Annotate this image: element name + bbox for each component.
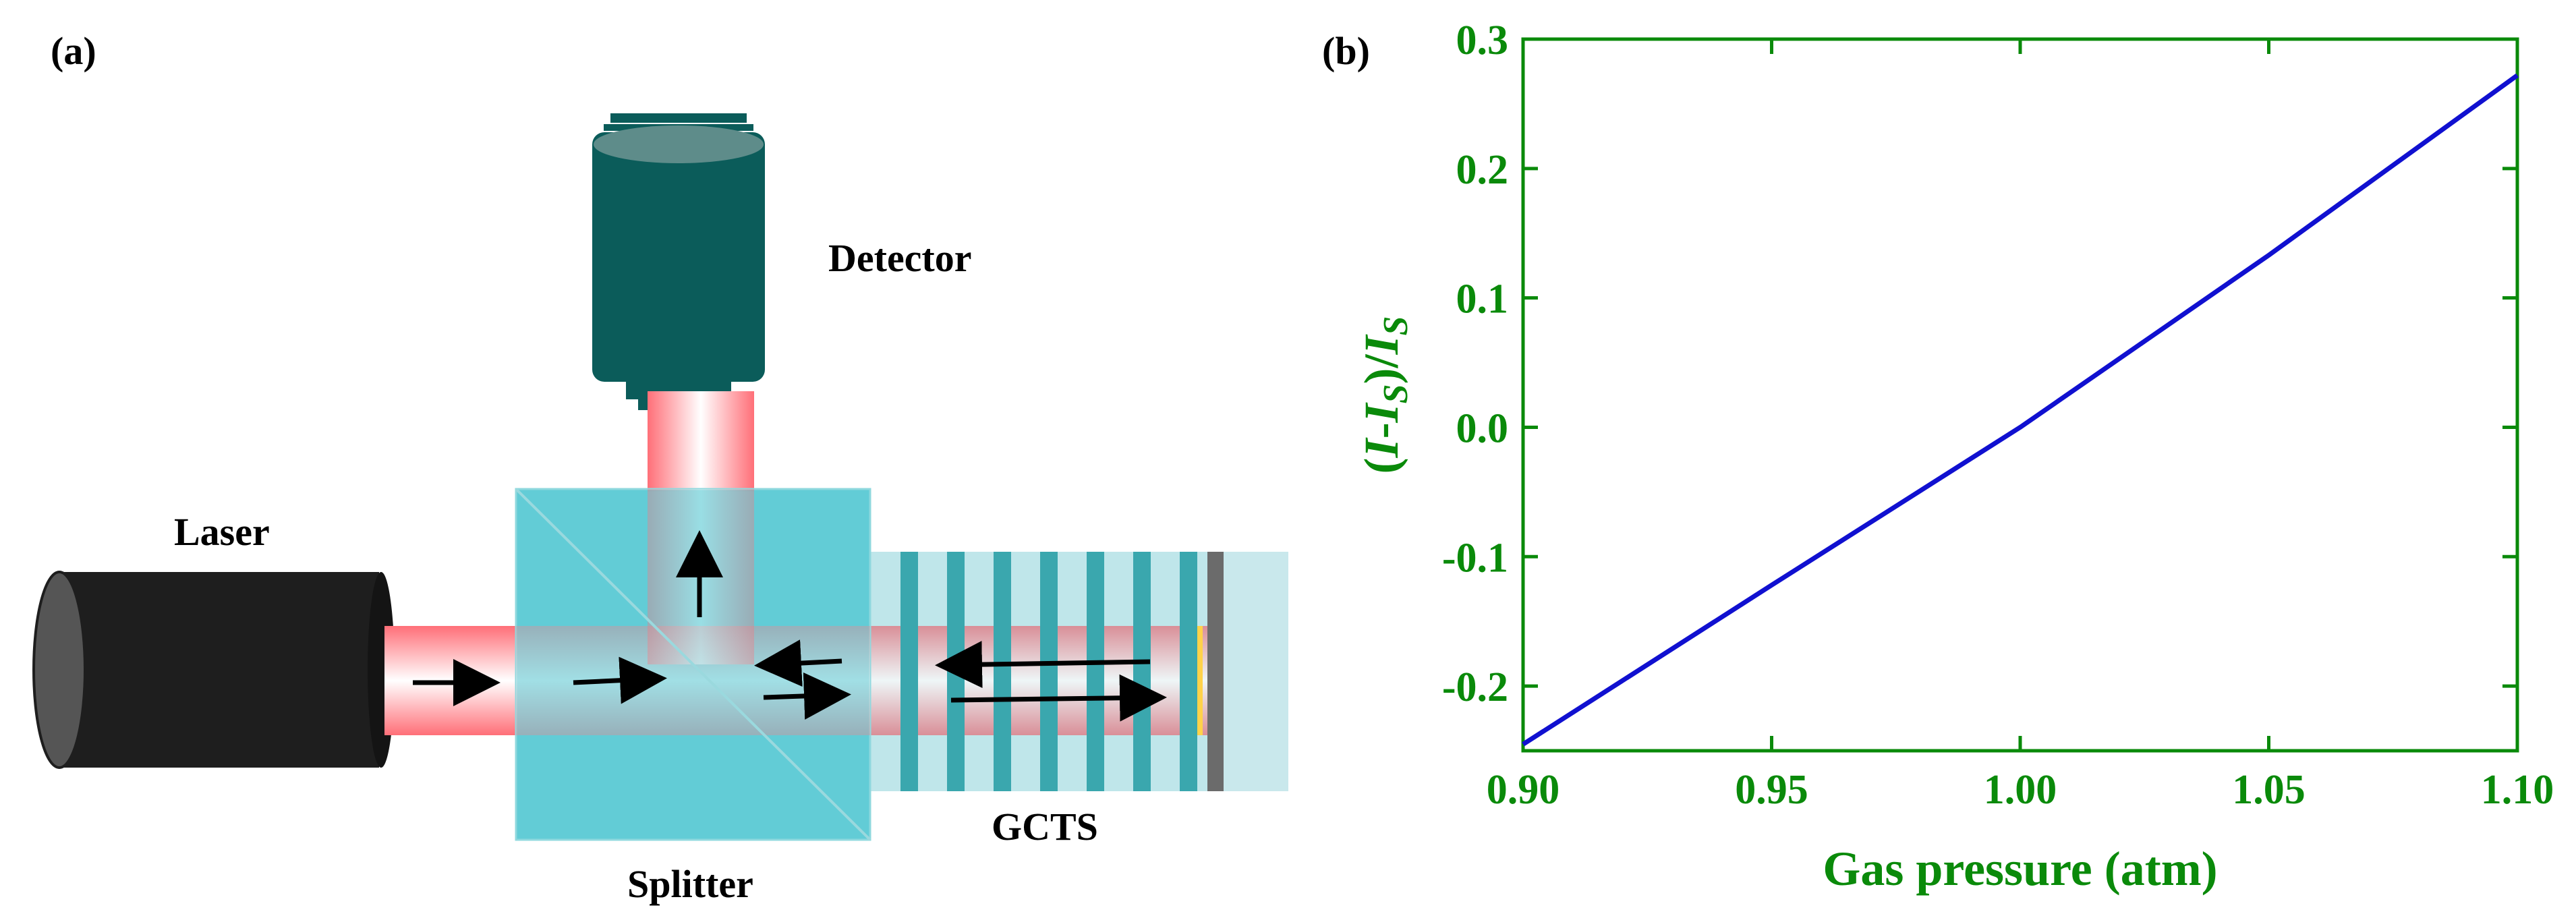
gcts-label: GCTS (992, 805, 1098, 849)
x-tick-label: 0.95 (1735, 767, 1808, 813)
gcts (870, 552, 1288, 791)
arrow-out-right (763, 672, 851, 720)
panel-a: (a) Laser Detector (32, 29, 1288, 906)
y-tick-label: 0.1 (1456, 277, 1509, 322)
gcts-grating-bar (900, 552, 918, 791)
y-axis-label-part: S (1377, 316, 1415, 336)
arrow-gcts-right (950, 674, 1167, 722)
gcts-end-cap (1224, 552, 1288, 791)
x-tick-label: 0.90 (1487, 767, 1560, 813)
detector (592, 113, 765, 410)
gcts-grating-bar (1040, 552, 1058, 791)
y-axis-label-part: I (1354, 334, 1408, 355)
arrow-return-left (754, 639, 842, 687)
y-axis-label-part: ( (1354, 457, 1408, 474)
y-tick-label: 0.2 (1456, 147, 1509, 193)
y-axis-label-part: S (1377, 384, 1415, 403)
gcts-hot-spot (1197, 626, 1203, 735)
detector-label: Detector (828, 236, 972, 280)
gcts-grating-bar (947, 552, 965, 791)
arrow-gcts-left (935, 641, 1151, 689)
gcts-mirror (1207, 552, 1224, 791)
y-axis-label-part: - (1354, 422, 1408, 438)
laser-end-cap (32, 571, 86, 769)
chart: 0.90 0.95 1.00 1.05 1.10 -0.2 -0.1 0.0 0.1 0.2 0.3… (1354, 18, 2554, 896)
y-axis-label-part: I (1354, 436, 1408, 458)
x-axis-label: Gas pressure (atm) (1823, 842, 2217, 896)
splitter-diagonal (515, 488, 871, 841)
y-tick-label: -0.1 (1442, 535, 1508, 581)
panel-b-label: (b) (1322, 29, 1370, 73)
laser (32, 571, 395, 769)
panel-b: (b) 0.90 0.95 1.00 1.05 1.10-0.2-0.10.00.10.… (1322, 18, 2554, 896)
y-tick-label: 0.3 (1456, 18, 1509, 63)
detector-beam (648, 391, 754, 491)
gcts-grating-bar (1133, 552, 1151, 791)
laser-label: Laser (174, 510, 270, 554)
x-tick-label: 1.10 (2481, 767, 2554, 813)
detector-top-face (594, 125, 764, 163)
y-axis-label-part: )/ (1354, 354, 1408, 384)
y-tick-label: -0.2 (1442, 664, 1508, 710)
laser-body (59, 572, 379, 768)
y-tick-label: 0.0 (1456, 405, 1509, 451)
detector-cap (610, 113, 747, 123)
beam-arrows (413, 530, 1167, 722)
gcts-grating-bar (1087, 552, 1104, 791)
arrow-splitter-right (573, 656, 667, 704)
gcts-grating-bar (994, 552, 1011, 791)
detector-body (592, 132, 765, 382)
y-axis-label: (I-IS)/IS (1354, 316, 1415, 474)
y-axis-label-part: I (1354, 401, 1408, 423)
x-tick-label: 1.00 (1984, 767, 2057, 813)
panel-a-label: (a) (51, 29, 96, 73)
gcts-grating-bar (1180, 552, 1197, 791)
plot-frame (1521, 37, 2519, 753)
gcts-beam (870, 626, 1207, 735)
data-series-line (1522, 73, 2519, 747)
splitter-label: Splitter (627, 862, 753, 906)
x-tick-label: 1.05 (2232, 767, 2306, 813)
